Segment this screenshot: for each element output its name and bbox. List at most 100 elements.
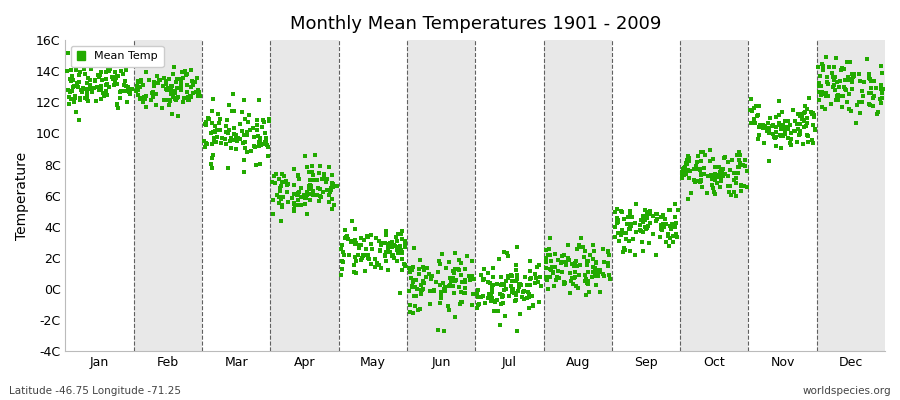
- Point: [758, 122, 772, 129]
- Point: [694, 149, 708, 156]
- Point: [99, 92, 113, 98]
- Point: [694, 158, 708, 164]
- Point: [225, 108, 239, 114]
- Point: [611, 238, 625, 244]
- Point: [842, 77, 856, 83]
- Point: [841, 99, 855, 105]
- Point: [62, 94, 77, 100]
- Point: [845, 86, 859, 92]
- Point: [381, 245, 395, 251]
- Point: [509, 297, 524, 303]
- Point: [653, 222, 668, 228]
- Point: [169, 76, 184, 82]
- Point: [457, 277, 472, 284]
- Point: [136, 82, 150, 88]
- Point: [573, 235, 588, 241]
- Point: [635, 217, 650, 224]
- Point: [774, 145, 788, 152]
- Point: [544, 251, 558, 258]
- Point: [657, 224, 671, 230]
- Point: [511, 288, 526, 294]
- Point: [446, 283, 461, 290]
- Point: [871, 108, 886, 115]
- Point: [72, 95, 86, 101]
- Point: [274, 182, 288, 189]
- Point: [508, 278, 523, 284]
- Point: [732, 164, 746, 170]
- Point: [616, 230, 631, 236]
- Text: Latitude -46.75 Longitude -71.25: Latitude -46.75 Longitude -71.25: [9, 386, 181, 396]
- Point: [241, 118, 256, 125]
- Point: [374, 242, 388, 248]
- Point: [445, 278, 459, 284]
- Point: [393, 242, 408, 249]
- Point: [274, 171, 289, 177]
- Point: [798, 109, 813, 116]
- Point: [733, 160, 747, 167]
- Point: [68, 66, 83, 73]
- Point: [394, 236, 409, 242]
- Point: [168, 79, 183, 85]
- Point: [164, 90, 178, 97]
- Point: [833, 93, 848, 99]
- Point: [370, 260, 384, 266]
- Point: [861, 73, 876, 80]
- Point: [862, 90, 877, 96]
- Point: [500, 252, 515, 259]
- Point: [130, 92, 145, 98]
- Point: [397, 261, 411, 267]
- Point: [294, 202, 309, 208]
- Point: [485, 294, 500, 301]
- Point: [123, 62, 138, 69]
- Point: [532, 299, 546, 305]
- Point: [650, 216, 664, 222]
- Point: [137, 94, 151, 100]
- Point: [593, 289, 608, 295]
- Point: [642, 209, 656, 215]
- Point: [543, 235, 557, 242]
- Point: [587, 248, 601, 254]
- Point: [377, 252, 392, 258]
- Point: [716, 173, 730, 179]
- Point: [272, 200, 286, 206]
- Point: [79, 79, 94, 86]
- Point: [144, 97, 158, 103]
- Point: [875, 90, 889, 96]
- Point: [359, 246, 374, 253]
- Point: [358, 268, 373, 274]
- Point: [609, 220, 624, 226]
- Point: [406, 292, 420, 299]
- Point: [338, 234, 352, 241]
- Point: [123, 91, 138, 97]
- Point: [663, 207, 678, 214]
- Point: [381, 245, 395, 251]
- Point: [398, 262, 412, 269]
- Point: [180, 71, 194, 77]
- Point: [800, 133, 814, 139]
- Point: [544, 258, 559, 264]
- Point: [324, 187, 338, 193]
- Point: [807, 126, 822, 132]
- Point: [861, 101, 876, 108]
- Point: [433, 282, 447, 288]
- Point: [586, 269, 600, 275]
- Point: [540, 286, 554, 292]
- Point: [840, 59, 854, 66]
- Point: [565, 261, 580, 267]
- Point: [683, 190, 698, 196]
- Point: [112, 89, 127, 95]
- Point: [770, 128, 784, 135]
- Point: [280, 189, 294, 196]
- Point: [182, 97, 196, 103]
- Point: [190, 75, 204, 81]
- Point: [325, 206, 339, 212]
- Point: [654, 226, 669, 232]
- Point: [814, 103, 829, 110]
- Point: [175, 68, 189, 75]
- Point: [463, 277, 477, 284]
- Point: [406, 279, 420, 285]
- Point: [712, 164, 726, 170]
- Point: [238, 139, 252, 145]
- Point: [713, 169, 727, 175]
- Point: [557, 252, 572, 258]
